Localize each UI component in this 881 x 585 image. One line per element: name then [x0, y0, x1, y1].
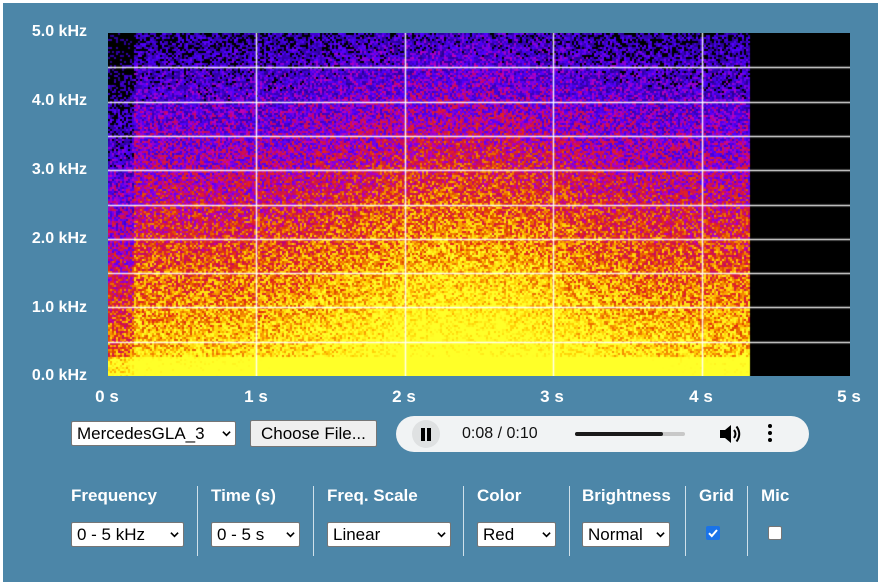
pause-icon-bar	[427, 428, 431, 441]
pause-icon	[421, 428, 425, 441]
color-label: Color	[477, 486, 521, 506]
chevron-down-icon	[222, 429, 231, 438]
spectrogram-canvas[interactable]	[108, 33, 850, 376]
chevron-down-icon	[542, 530, 551, 539]
x-axis-label-1s: 1 s	[236, 387, 276, 407]
audio-player: 0:08 / 0:10	[396, 416, 809, 452]
file-select-value: MercedesGLA_3	[77, 424, 205, 443]
y-axis-label-1k: 1.0 kHz	[3, 299, 87, 317]
chevron-down-icon	[170, 530, 179, 539]
freq-scale-label: Freq. Scale	[327, 486, 418, 506]
chevron-down-icon	[286, 530, 295, 539]
y-axis-label-4k: 4.0 kHz	[3, 92, 87, 110]
seek-bar[interactable]	[575, 432, 685, 436]
app-panel: 5.0 kHz 4.0 kHz 3.0 kHz 2.0 kHz 1.0 kHz …	[3, 3, 878, 582]
y-axis-label-5k: 5.0 kHz	[3, 23, 87, 41]
x-axis-label-5s: 5 s	[829, 387, 869, 407]
time-select-value: 0 - 5 s	[217, 525, 264, 544]
brightness-select-value: Normal	[588, 525, 643, 544]
check-icon	[706, 526, 720, 540]
spectrogram-area: 5.0 kHz 4.0 kHz 3.0 kHz 2.0 kHz 1.0 kHz …	[3, 3, 878, 413]
y-axis-label-2k: 2.0 kHz	[3, 230, 87, 248]
color-select[interactable]: Red	[477, 522, 556, 547]
choose-file-button[interactable]: Choose File...	[250, 420, 377, 447]
freq-scale-select-value: Linear	[333, 525, 380, 544]
file-select[interactable]: MercedesGLA_3	[71, 421, 236, 446]
brightness-select[interactable]: Normal	[582, 522, 670, 547]
x-axis-label-3s: 3 s	[532, 387, 572, 407]
playback-time: 0:08 / 0:10	[462, 425, 538, 443]
pause-button[interactable]	[412, 420, 440, 448]
more-options-icon[interactable]	[767, 424, 773, 444]
grid-label: Grid	[699, 486, 734, 506]
time-select[interactable]: 0 - 5 s	[211, 522, 300, 547]
mic-label: Mic	[761, 486, 789, 506]
grid-checkbox[interactable]	[706, 526, 720, 540]
divider	[313, 486, 314, 556]
divider	[747, 486, 748, 556]
chevron-down-icon	[437, 530, 446, 539]
freq-scale-select[interactable]: Linear	[327, 522, 451, 547]
x-axis-label-4s: 4 s	[681, 387, 721, 407]
frequency-select[interactable]: 0 - 5 kHz	[71, 522, 184, 547]
divider	[197, 486, 198, 556]
frequency-select-value: 0 - 5 kHz	[77, 525, 145, 544]
brightness-label: Brightness	[582, 486, 671, 506]
color-select-value: Red	[483, 525, 514, 544]
seek-bar-progress	[575, 432, 663, 436]
divider	[569, 486, 570, 556]
divider	[685, 486, 686, 556]
divider	[463, 486, 464, 556]
y-axis-label-3k: 3.0 kHz	[3, 161, 87, 179]
time-label: Time (s)	[211, 486, 276, 506]
chevron-down-icon	[656, 530, 665, 539]
volume-icon[interactable]	[718, 423, 742, 445]
x-axis-label-0s: 0 s	[87, 387, 127, 407]
mic-checkbox[interactable]	[768, 526, 782, 540]
frequency-label: Frequency	[71, 486, 157, 506]
x-axis-label-2s: 2 s	[384, 387, 424, 407]
y-axis-label-0k: 0.0 kHz	[3, 367, 87, 385]
